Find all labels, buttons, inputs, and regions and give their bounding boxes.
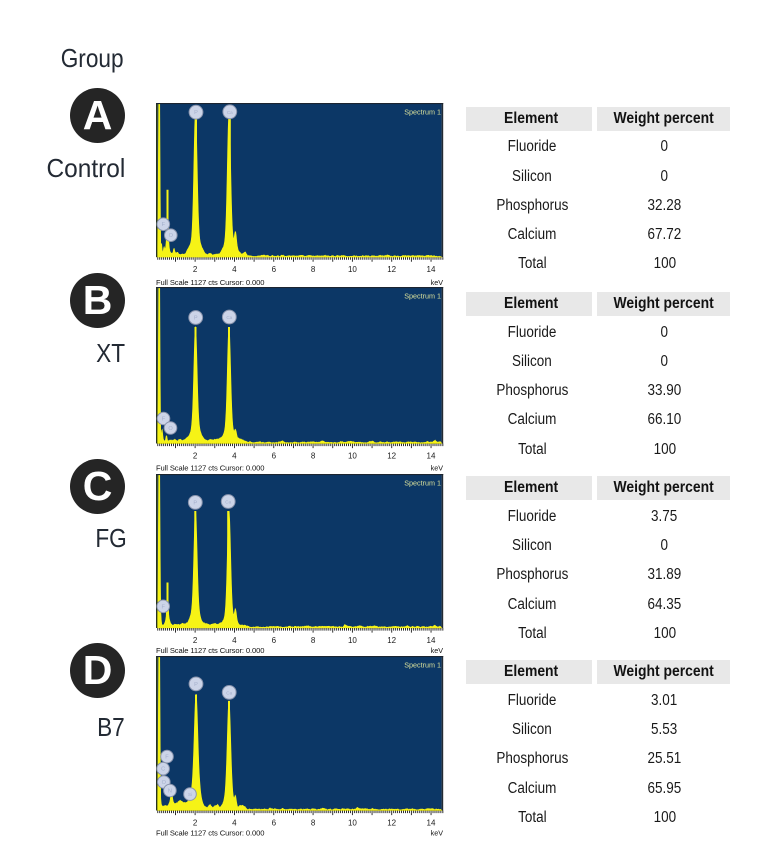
svg-text:8: 8 (310, 265, 315, 274)
svg-text:10: 10 (347, 265, 356, 274)
svg-text:O: O (161, 780, 166, 786)
svg-text:O: O (168, 426, 173, 432)
svg-text:12: 12 (387, 452, 396, 461)
svg-text:F: F (161, 604, 165, 610)
svg-text:keV: keV (430, 829, 443, 838)
svg-text:O: O (168, 233, 173, 239)
svg-text:6: 6 (271, 452, 276, 461)
svg-text:2: 2 (192, 265, 197, 274)
svg-text:P: P (193, 500, 197, 506)
svg-text:Full Scale 1127 cts Cursor: 0.: Full Scale 1127 cts Cursor: 0.000 (156, 829, 264, 838)
svg-text:P: P (193, 316, 197, 322)
svg-text:8: 8 (310, 452, 315, 461)
svg-text:P: P (194, 110, 198, 116)
svg-text:4: 4 (232, 636, 237, 645)
svg-text:8: 8 (310, 819, 315, 828)
svg-text:2: 2 (192, 636, 197, 645)
svg-text:Full Scale 1127 cts Cursor: 0.: Full Scale 1127 cts Cursor: 0.000 (156, 464, 264, 473)
svg-text:10: 10 (347, 636, 356, 645)
svg-text:8: 8 (310, 636, 315, 645)
svg-text:4: 4 (232, 819, 237, 828)
svg-text:10: 10 (347, 452, 356, 461)
svg-text:Spectrum 1: Spectrum 1 (404, 478, 441, 487)
svg-text:keV: keV (430, 646, 443, 655)
svg-text:Spectrum 1: Spectrum 1 (404, 108, 441, 117)
svg-text:Ca: Ca (226, 690, 232, 695)
svg-text:10: 10 (347, 819, 356, 828)
svg-text:14: 14 (426, 819, 435, 828)
svg-text:Full Scale 1127 cts Cursor: 0.: Full Scale 1127 cts Cursor: 0.000 (156, 646, 264, 655)
svg-text:12: 12 (387, 819, 396, 828)
svg-text:Ca: Ca (226, 315, 232, 320)
svg-text:keV: keV (430, 278, 443, 287)
svg-text:12: 12 (387, 636, 396, 645)
svg-text:Spectrum 1: Spectrum 1 (404, 661, 441, 670)
svg-text:6: 6 (271, 636, 276, 645)
svg-text:4: 4 (232, 265, 237, 274)
svg-text:F: F (161, 417, 165, 423)
svg-text:Ca: Ca (225, 499, 231, 504)
svg-text:Spectrum 1: Spectrum 1 (404, 292, 441, 301)
svg-text:14: 14 (426, 452, 435, 461)
svg-text:14: 14 (426, 636, 435, 645)
svg-text:4: 4 (232, 452, 237, 461)
svg-text:F: F (161, 222, 165, 228)
svg-text:F: F (165, 755, 169, 761)
svg-text:14: 14 (426, 265, 435, 274)
svg-text:2: 2 (192, 819, 197, 828)
svg-text:Full Scale 1127 cts Cursor: 0.: Full Scale 1127 cts Cursor: 0.000 (156, 278, 264, 287)
svg-text:N: N (167, 789, 171, 795)
svg-text:2: 2 (192, 452, 197, 461)
svg-text:Si: Si (187, 792, 191, 797)
svg-text:P: P (194, 682, 198, 688)
svg-text:6: 6 (271, 265, 276, 274)
svg-text:Ca: Ca (226, 110, 232, 115)
svg-text:keV: keV (430, 464, 443, 473)
svg-text:12: 12 (387, 265, 396, 274)
svg-text:6: 6 (271, 819, 276, 828)
svg-text:C: C (161, 767, 165, 773)
